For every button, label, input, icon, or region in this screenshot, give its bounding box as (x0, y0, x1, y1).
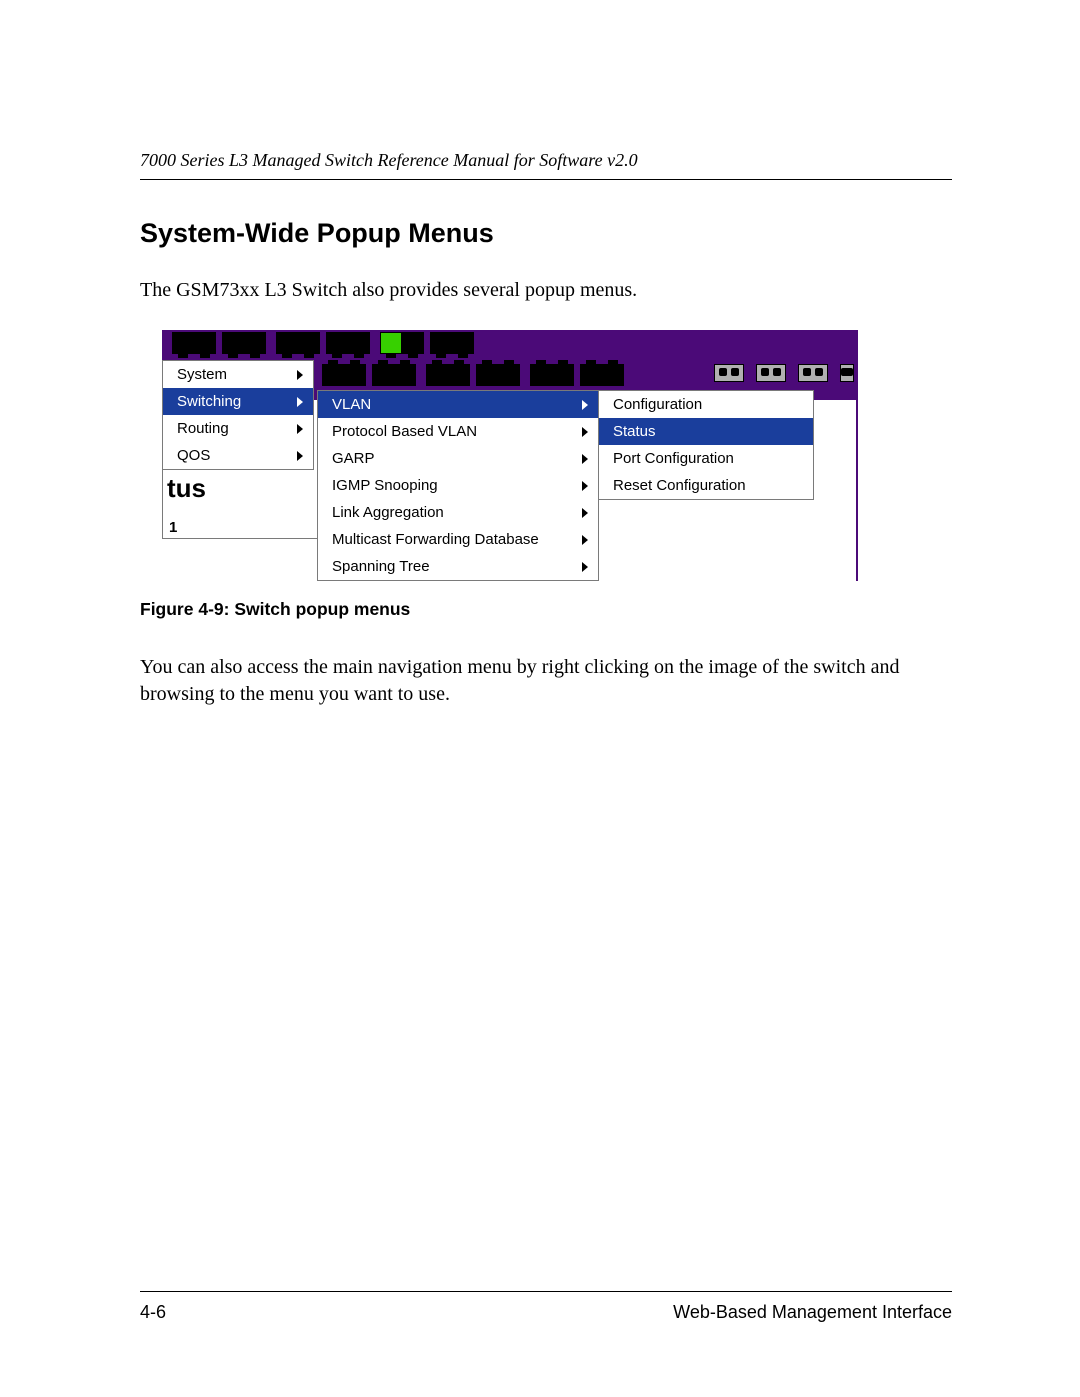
menu-item-igmp-snooping[interactable]: IGMP Snooping (318, 472, 598, 499)
intro-paragraph: The GSM73xx L3 Switch also provides seve… (140, 277, 952, 304)
submenu-arrow-icon (297, 451, 303, 461)
port-icon[interactable] (426, 364, 448, 386)
port-icon-active[interactable] (380, 332, 402, 354)
menu-item-reset-configuration[interactable]: Reset Configuration (599, 472, 813, 499)
port-icon[interactable] (298, 332, 320, 354)
port-icon[interactable] (580, 364, 602, 386)
menu-item-garp[interactable]: GARP (318, 445, 598, 472)
menu-label: Link Aggregation (332, 504, 444, 521)
submenu-arrow-icon (582, 508, 588, 518)
menu-label: Port Configuration (613, 450, 734, 467)
menu-label: Status (613, 423, 656, 440)
menu-item-vlan[interactable]: VLAN (318, 391, 598, 418)
popup-menu-level1: System Switching Routing QOS (162, 360, 314, 470)
menu-label: Routing (177, 420, 229, 437)
running-header: 7000 Series L3 Managed Switch Reference … (140, 150, 952, 180)
menu-item-port-configuration[interactable]: Port Configuration (599, 445, 813, 472)
sfp-port-icon[interactable] (840, 364, 854, 382)
port-icon[interactable] (194, 332, 216, 354)
port-icon[interactable] (448, 364, 470, 386)
cropped-background-panel: tus 1 (162, 469, 318, 539)
port-icon[interactable] (394, 364, 416, 386)
port-icon[interactable] (326, 332, 348, 354)
submenu-arrow-icon (582, 562, 588, 572)
submenu-arrow-icon (582, 535, 588, 545)
menu-label: System (177, 366, 227, 383)
menu-label: VLAN (332, 396, 371, 413)
submenu-arrow-icon (297, 370, 303, 380)
port-row-top (172, 332, 474, 354)
port-icon[interactable] (430, 332, 452, 354)
page-footer: 4-6 Web-Based Management Interface (140, 1291, 952, 1323)
port-icon[interactable] (276, 332, 298, 354)
footer-section-name: Web-Based Management Interface (673, 1302, 952, 1323)
menu-item-switching[interactable]: Switching (163, 388, 313, 415)
port-icon[interactable] (372, 364, 394, 386)
submenu-arrow-icon (582, 481, 588, 491)
menu-item-multicast-fwd-db[interactable]: Multicast Forwarding Database (318, 526, 598, 553)
submenu-arrow-icon (582, 427, 588, 437)
submenu-arrow-icon (297, 424, 303, 434)
menu-label: GARP (332, 450, 375, 467)
port-icon[interactable] (222, 332, 244, 354)
port-icon[interactable] (530, 364, 552, 386)
port-icon[interactable] (348, 332, 370, 354)
menu-label: Spanning Tree (332, 558, 430, 575)
menu-item-status[interactable]: Status (599, 418, 813, 445)
port-icon[interactable] (498, 364, 520, 386)
menu-item-system[interactable]: System (163, 361, 313, 388)
menu-label: IGMP Snooping (332, 477, 438, 494)
sfp-port-icon[interactable] (714, 364, 744, 382)
submenu-arrow-icon (297, 397, 303, 407)
menu-label: Protocol Based VLAN (332, 423, 477, 440)
menu-item-qos[interactable]: QOS (163, 442, 313, 469)
partial-text: tus (167, 473, 206, 503)
port-icon[interactable] (452, 332, 474, 354)
menu-item-protocol-vlan[interactable]: Protocol Based VLAN (318, 418, 598, 445)
port-icon[interactable] (244, 332, 266, 354)
popup-menu-level2: VLAN Protocol Based VLAN GARP IGMP Snoop… (317, 390, 599, 581)
menu-item-configuration[interactable]: Configuration (599, 391, 813, 418)
menu-label: Switching (177, 393, 241, 410)
menu-label: QOS (177, 447, 210, 464)
menu-label: Configuration (613, 396, 702, 413)
port-icon[interactable] (322, 364, 344, 386)
port-icon[interactable] (402, 332, 424, 354)
menu-label: Multicast Forwarding Database (332, 531, 539, 548)
sfp-port-icon[interactable] (756, 364, 786, 382)
sfp-port-row (714, 364, 854, 382)
port-icon[interactable] (552, 364, 574, 386)
menu-item-routing[interactable]: Routing (163, 415, 313, 442)
submenu-arrow-icon (582, 400, 588, 410)
menu-label: Reset Configuration (613, 477, 746, 494)
sfp-port-icon[interactable] (798, 364, 828, 382)
port-icon[interactable] (476, 364, 498, 386)
partial-text-sub: 1 (169, 519, 177, 536)
popup-menu-level3: Configuration Status Port Configuration … (598, 390, 814, 500)
document-page: 7000 Series L3 Managed Switch Reference … (0, 0, 1080, 1397)
menu-item-spanning-tree[interactable]: Spanning Tree (318, 553, 598, 580)
port-icon[interactable] (602, 364, 624, 386)
menu-item-link-aggregation[interactable]: Link Aggregation (318, 499, 598, 526)
section-heading: System-Wide Popup Menus (140, 218, 952, 249)
figure-caption: Figure 4-9: Switch popup menus (140, 599, 952, 620)
port-icon[interactable] (172, 332, 194, 354)
port-icon[interactable] (344, 364, 366, 386)
page-number: 4-6 (140, 1302, 166, 1323)
figure-screenshot: System Switching Routing QOS (162, 330, 952, 581)
port-row-bottom (322, 364, 624, 386)
submenu-arrow-icon (582, 454, 588, 464)
outro-paragraph: You can also access the main navigation … (140, 654, 952, 708)
